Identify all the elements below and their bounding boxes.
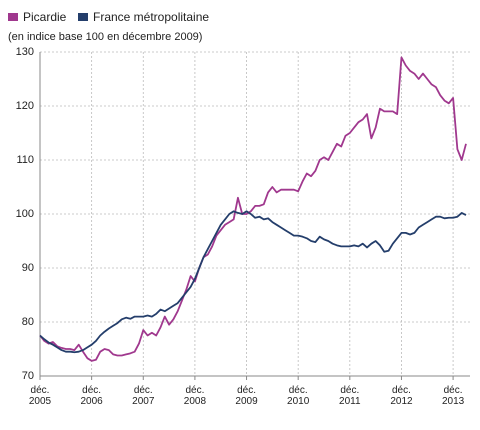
legend-swatch [78, 13, 88, 21]
y-tick-label: 120 [16, 100, 34, 112]
x-tick-label: déc. 2010 [287, 385, 310, 407]
x-tick-label: déc. 2007 [132, 385, 155, 407]
y-tick-label: 70 [22, 370, 34, 382]
y-tick-label: 130 [16, 46, 34, 58]
y-tick-label: 80 [22, 316, 34, 328]
legend-swatch [8, 13, 18, 21]
y-tick-label: 100 [16, 208, 34, 220]
series-line [39, 210, 467, 354]
x-tick-label: déc. 2012 [390, 385, 413, 407]
x-tick-label: déc. 2008 [183, 385, 207, 407]
legend-label: Picardie [23, 10, 67, 24]
y-tick-label: 90 [22, 262, 34, 274]
legend-item: France métropolitaine [78, 10, 209, 24]
x-tick-label: déc. 2013 [441, 385, 465, 407]
legend-label: France métropolitaine [93, 10, 210, 24]
x-tick-label: déc. 2006 [80, 385, 103, 407]
x-tick-label: déc. 2011 [339, 385, 361, 407]
chart-subtitle: (en indice base 100 en décembre 2009) [8, 31, 203, 43]
series-line [39, 56, 467, 362]
legend-item: Picardie [8, 10, 66, 24]
x-tick-label: déc. 2005 [28, 385, 52, 407]
y-tick-label: 110 [16, 154, 34, 166]
x-tick-label: déc. 2009 [235, 385, 258, 407]
